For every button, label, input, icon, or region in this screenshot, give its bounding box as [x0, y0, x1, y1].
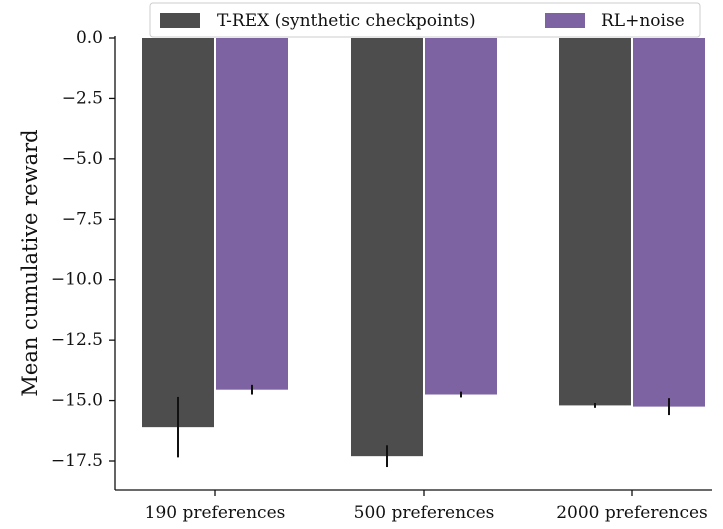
legend-label-trex: T-REX (synthetic checkpoints)	[217, 11, 476, 31]
bar-series0-cat2	[559, 38, 631, 406]
y-tick-label: −10.0	[51, 270, 103, 290]
bar-series1-cat2	[633, 38, 705, 407]
bar-series0-cat1	[351, 38, 423, 457]
x-tick-label: 190 preferences	[145, 503, 286, 523]
y-tick-label: −2.5	[62, 88, 103, 108]
legend-frame	[149, 2, 701, 38]
y-ticks: 0.0 −2.5 −5.0 −7.5 −10.0 −12.5 −15.0 −17.5	[51, 28, 115, 471]
legend-swatch-trex	[160, 13, 200, 28]
y-axis-title: Mean cumulative reward	[18, 129, 42, 396]
x-tick-label: 2000 preferences	[556, 503, 708, 523]
y-tick-label: −5.0	[62, 149, 103, 169]
y-tick-label: −17.5	[51, 451, 103, 471]
bars-layer	[142, 38, 705, 457]
legend-swatch-rl-noise	[545, 13, 585, 28]
x-tick-label: 500 preferences	[354, 503, 495, 523]
y-tick-label: −7.5	[62, 209, 103, 229]
y-tick-label: −12.5	[51, 330, 103, 350]
legend: T-REX (synthetic checkpoints) RL+noise	[149, 2, 701, 38]
bar-series0-cat0	[142, 38, 214, 428]
legend-label-rl-noise: RL+noise	[601, 11, 685, 31]
y-tick-label: −15.0	[51, 391, 103, 411]
bar-series1-cat1	[425, 38, 497, 395]
y-tick-label: 0.0	[76, 28, 103, 48]
error-bars-layer	[177, 384, 670, 468]
bar-series1-cat0	[216, 38, 288, 390]
x-ticks: 190 preferences 500 preferences 2000 prefe…	[145, 490, 708, 523]
